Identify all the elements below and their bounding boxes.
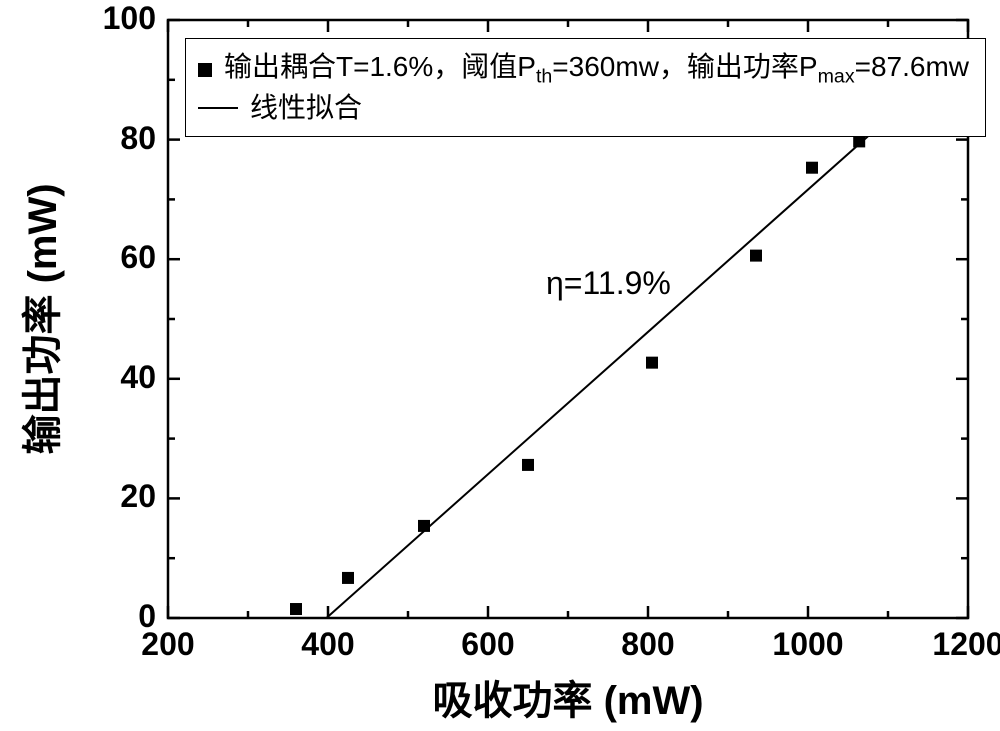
y-tick-label: 60 xyxy=(120,239,156,276)
slope-annotation: η=11.9% xyxy=(546,265,671,302)
y-tick-label: 20 xyxy=(120,478,156,515)
x-tick-label: 400 xyxy=(288,626,368,663)
x-tick-label: 1000 xyxy=(768,626,848,663)
y-tick-label: 100 xyxy=(103,0,156,37)
legend-text: 线性拟合 xyxy=(250,90,362,126)
x-tick-label: 1200 xyxy=(928,626,1000,663)
legend-text: 输出耦合T=1.6%，阈值Pth=360mw，输出功率Pmax=87.6mw xyxy=(224,49,969,90)
legend-row: 线性拟合 xyxy=(198,90,969,126)
y-tick-label: 80 xyxy=(120,120,156,157)
y-axis-label: 输出功率 (mW) xyxy=(10,169,68,469)
legend-marker-square-icon xyxy=(198,63,212,77)
x-tick-label: 600 xyxy=(448,626,528,663)
legend-row: 输出耦合T=1.6%，阈值Pth=360mw，输出功率Pmax=87.6mw xyxy=(198,49,969,90)
y-tick-label: 0 xyxy=(138,598,156,635)
chart-container: 输出功率 (mW) 吸收功率 (mW) η=11.9% 输出耦合T=1.6%，阈… xyxy=(0,0,1000,731)
x-axis-label: 吸收功率 (mW) xyxy=(168,668,968,726)
y-tick-label: 40 xyxy=(120,359,156,396)
x-tick-label: 800 xyxy=(608,626,688,663)
legend-marker-line-icon xyxy=(198,107,238,109)
legend-box: 输出耦合T=1.6%，阈值Pth=360mw，输出功率Pmax=87.6mw线性… xyxy=(185,38,986,137)
